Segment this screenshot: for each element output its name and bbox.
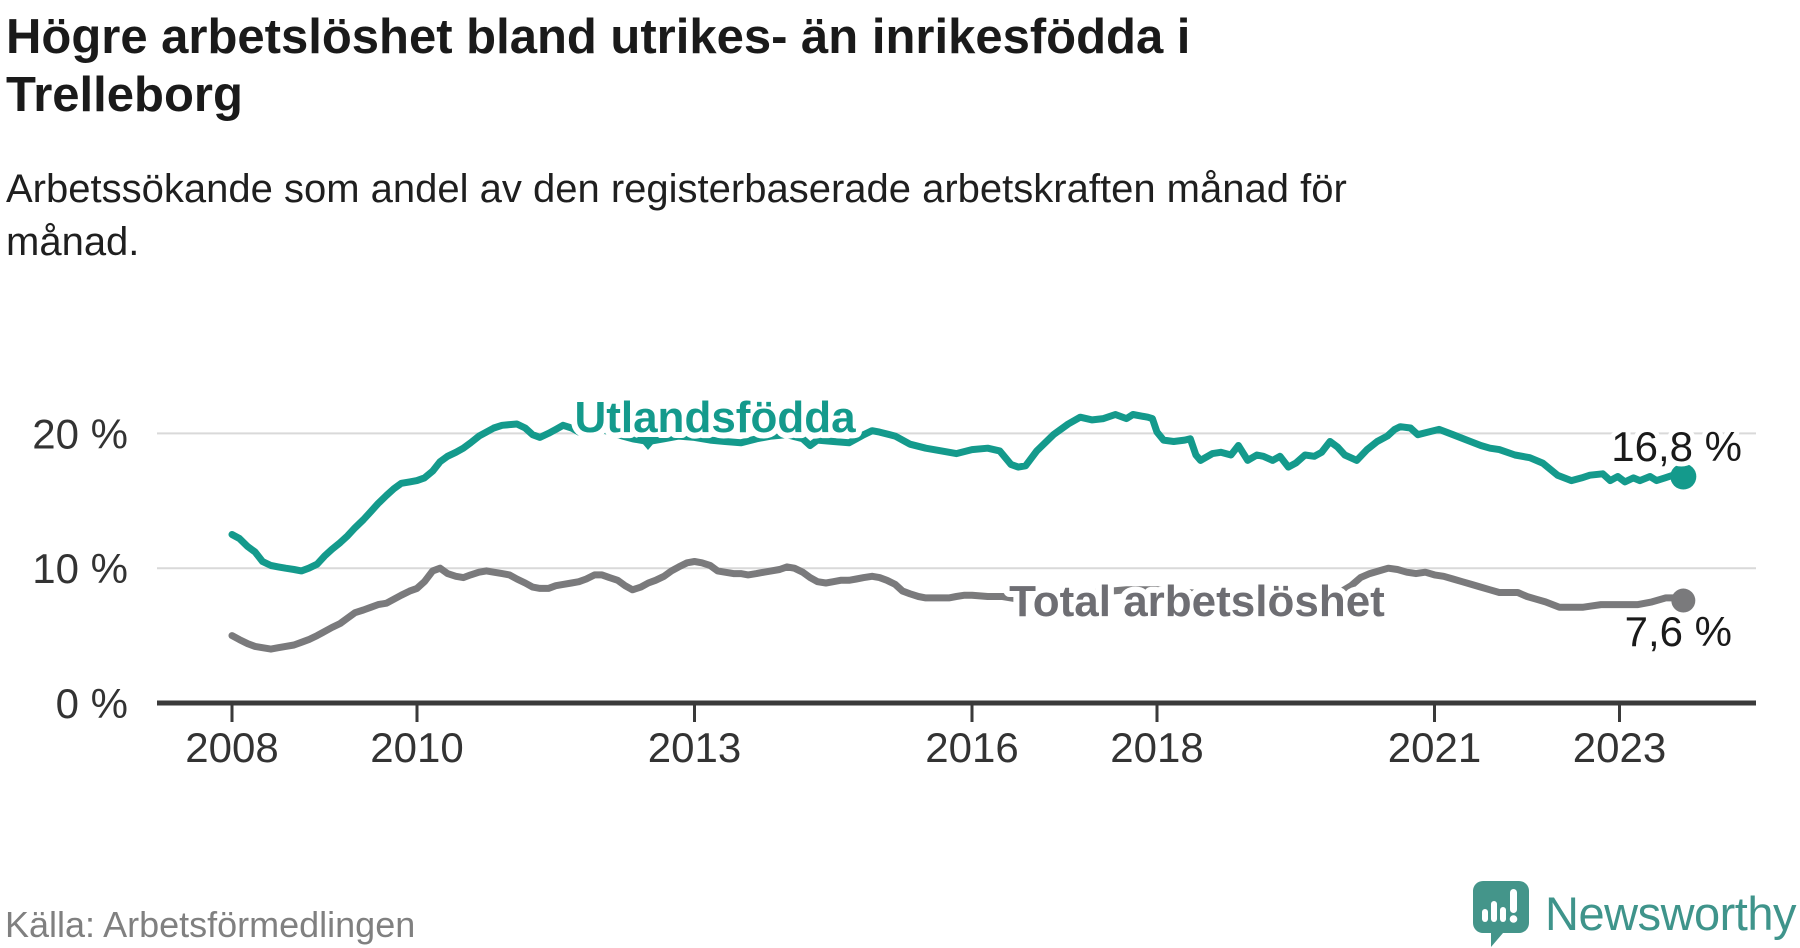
- page-title-line-1: Högre arbetslöshet bland utrikes- än inr…: [6, 10, 1191, 64]
- end-dot-utlandsfodda: [1670, 463, 1697, 490]
- brand-name: Newsworthy: [1545, 887, 1796, 940]
- x-tick-label-2010: 2010: [370, 724, 463, 771]
- x-tick-label-2021: 2021: [1388, 724, 1481, 771]
- brand-logo: Newsworthy: [1473, 880, 1796, 948]
- value-label-utlandsfodda: 16,8 %: [1611, 423, 1742, 470]
- series-label-utlandsfodda: Utlandsfödda: [574, 393, 856, 442]
- source-note: Källa: Arbetsförmedlingen: [5, 904, 416, 945]
- page-subtitle-line-1: Arbetssökande som andel av den registerb…: [6, 167, 1347, 211]
- exclamation-dot: [1509, 915, 1518, 923]
- gridlines: [157, 432, 1756, 570]
- y-tick-label-20: 20 %: [32, 410, 128, 457]
- bar-1: [1482, 909, 1489, 922]
- series-lines: [228, 411, 1687, 653]
- page-subtitle-line-2: månad.: [6, 220, 140, 264]
- line-total: [228, 558, 1687, 653]
- x-tick-label-2018: 2018: [1110, 724, 1203, 771]
- page-title-line-2: Trelleborg: [6, 68, 243, 122]
- axis-tick-labels: 2008 2010 2013 2016 2018 2021 2023 0 % 10 % 20 %: [32, 410, 1666, 771]
- value-label-total: 7,6 %: [1625, 608, 1732, 655]
- series-inline-labels: Utlandsfödda Total arbetslöshet: [568, 387, 1391, 632]
- exclamation-bar: [1510, 889, 1518, 913]
- end-value-labels: 16,8 % 7,6 %: [1606, 418, 1747, 660]
- newsworthy-icon: [1473, 881, 1530, 947]
- page-subtitle: Arbetssökande som andel av den registerb…: [6, 163, 1347, 269]
- y-tick-label-10: 10 %: [32, 545, 128, 592]
- series-label-caret: [637, 437, 659, 450]
- x-axis: [157, 700, 1756, 722]
- x-tick-label-2023: 2023: [1573, 724, 1666, 771]
- x-tick-label-2008: 2008: [185, 724, 278, 771]
- series-label-total: Total arbetslöshet: [1009, 577, 1385, 626]
- series-end-dots: [1670, 463, 1697, 613]
- bar-2: [1491, 901, 1498, 922]
- x-tick-label-2013: 2013: [648, 724, 741, 771]
- line-utlandsfodda: [228, 411, 1687, 575]
- bar-3: [1500, 907, 1507, 922]
- end-dot-total: [1671, 588, 1696, 613]
- y-tick-label-0: 0 %: [56, 680, 128, 727]
- x-tick-label-2016: 2016: [925, 724, 1018, 771]
- page-title: Högre arbetslöshet bland utrikes- än inr…: [6, 8, 1190, 124]
